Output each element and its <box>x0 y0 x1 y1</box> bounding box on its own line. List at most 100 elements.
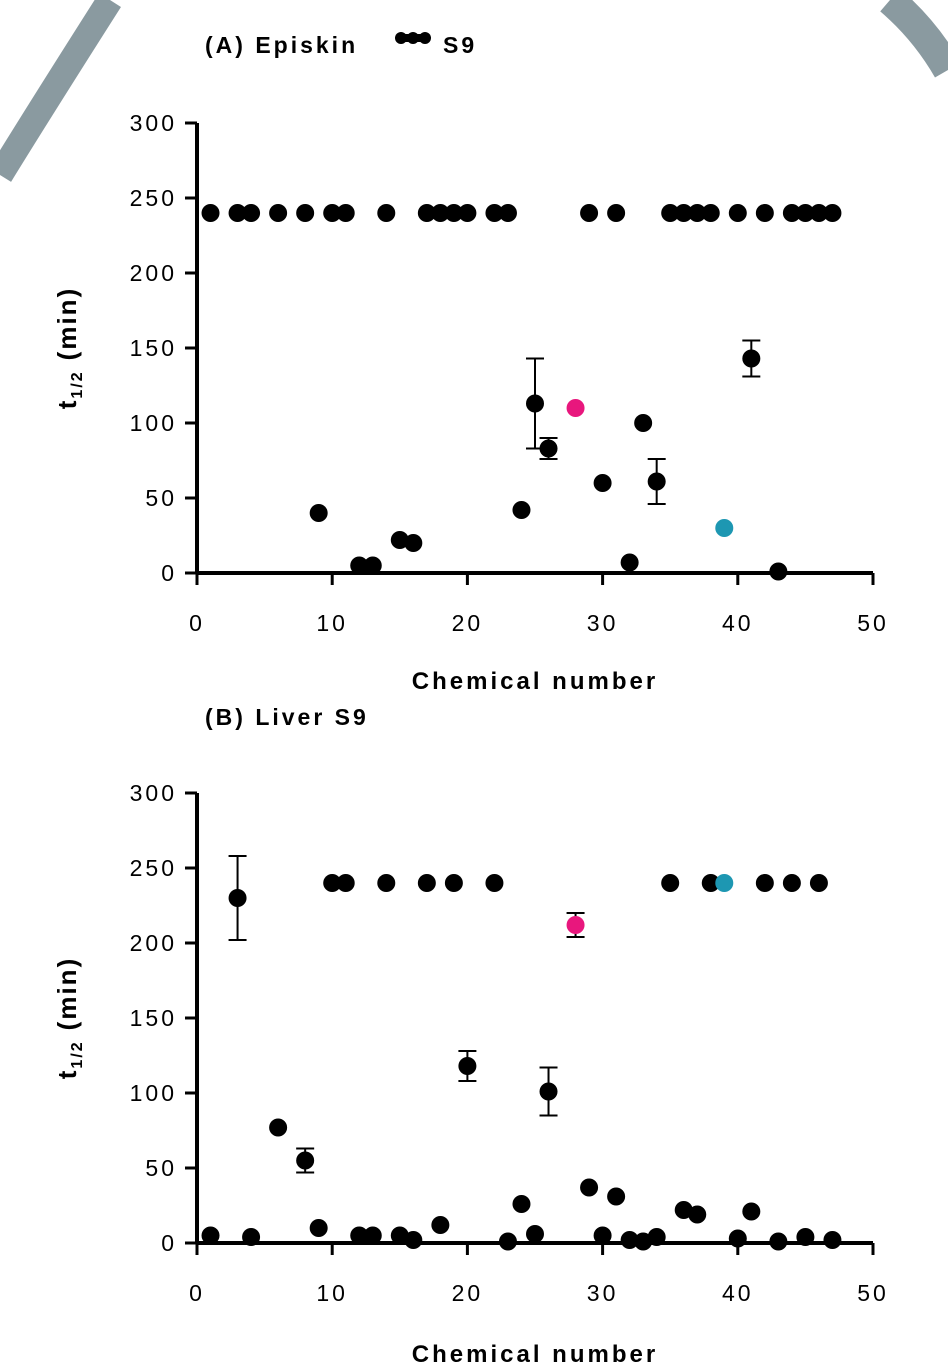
panel-a-data-point <box>296 204 315 222</box>
panel-a-data-point <box>661 204 680 222</box>
panel-a-data-point <box>431 204 450 222</box>
panel-a-data-point <box>809 204 828 222</box>
panel-a-data-point <box>620 553 639 572</box>
panel-b-data-point <box>580 1178 599 1197</box>
panel-b-ytick-label: 100 <box>130 1080 177 1106</box>
panel-a-data-point <box>336 204 355 222</box>
panel-a-data-point <box>782 204 801 222</box>
panel-a-data-point <box>269 204 288 222</box>
panel-a-data-point <box>688 204 707 222</box>
panel-b-xtick-label: 40 <box>722 1280 754 1306</box>
panel-b-data-point <box>431 1216 450 1234</box>
panel-a-data-point <box>580 204 599 222</box>
panel-b-data-point <box>647 1228 666 1246</box>
panel-a-data-point <box>309 504 328 522</box>
panel-b-data-point <box>377 874 396 892</box>
panel-b-data-point <box>458 1057 477 1075</box>
panel-a-data-point <box>350 556 369 575</box>
panel-b-data-point <box>323 874 342 892</box>
panel-a-ylabel: t1/2(min) <box>52 287 86 409</box>
panel-a-data-point <box>485 204 504 222</box>
panel-b-data-point <box>796 1228 815 1246</box>
panel-a-data-point <box>498 204 517 222</box>
panel-b-data-point <box>201 1226 220 1245</box>
panel-b-data-point <box>634 1232 653 1251</box>
panel-b-xtick-label: 20 <box>452 1280 484 1306</box>
panel-a-xtick-label: 50 <box>857 610 889 636</box>
panel-b-data-point <box>809 874 828 892</box>
panel-a-data-point <box>647 472 666 491</box>
panel-a-data-point <box>755 204 774 222</box>
panel-a-data-point <box>228 204 247 222</box>
panel-a-data-point <box>701 204 720 222</box>
panel-b-data-point <box>755 874 774 892</box>
panel-a-ytick-label: 250 <box>130 185 177 211</box>
panel-b-xtick-label: 0 <box>189 1280 205 1306</box>
panel-a-ytick-label: 50 <box>145 485 177 511</box>
panel-a-data-point <box>715 519 734 537</box>
panel-b-data-point <box>715 874 734 892</box>
panel-b-data-point <box>309 1219 328 1237</box>
panel-a-ytick-label: 100 <box>130 410 177 436</box>
panel-b-data-point <box>228 889 247 907</box>
panel-b-data-point <box>593 1226 612 1245</box>
chart-panel-b: (B) Liver S9 0 50 100 150 200 250 300 0 10 20 30 40… <box>52 704 886 1367</box>
panel-a-xtick-label: 30 <box>587 610 619 636</box>
panel-a-data-point <box>390 531 409 549</box>
panel-b-data-point <box>485 874 504 892</box>
panel-b-data-point <box>728 1229 747 1248</box>
panel-a-data-point <box>634 414 653 432</box>
panel-a-xtick-label: 40 <box>722 610 754 636</box>
panel-a-data-point <box>526 394 544 413</box>
decorative-arc-right <box>880 0 948 78</box>
panel-b-plot-area: 0 50 100 150 200 250 300 0 10 20 30 40 50 <box>130 780 886 1306</box>
panel-a-xtick-label: 0 <box>189 610 205 636</box>
panel-a-xlabel: Chemical number <box>412 668 658 695</box>
panel-a-ytick-label: 200 <box>130 260 177 286</box>
panel-a-data-point <box>404 534 423 552</box>
panel-b-ytick-label: 200 <box>130 930 177 956</box>
panel-b-data-point <box>350 1226 369 1245</box>
panel-b-data-point <box>336 874 355 892</box>
panel-b-data-point <box>782 874 801 892</box>
panel-b-data-point <box>242 1228 261 1246</box>
panel-b-ytick-label: 250 <box>130 855 177 881</box>
panel-a-data-point <box>417 204 436 222</box>
panel-b-data-point <box>498 1232 517 1251</box>
panel-a-plot-area: 0 50 100 150 200 250 300 0 10 20 30 40 50 <box>130 110 889 636</box>
panel-a-data-point <box>823 204 842 222</box>
panel-b-data-point <box>701 874 720 892</box>
panel-b-data-point <box>296 1151 315 1170</box>
panel-a-title-suffix: S9 <box>443 32 477 58</box>
panel-a-data-point <box>796 204 815 222</box>
panel-a-data-point <box>728 204 747 222</box>
panel-a-data-point <box>242 204 261 222</box>
panel-a-ytick-label: 150 <box>130 335 177 361</box>
panel-b-data-point <box>688 1205 707 1224</box>
panel-a-data-point <box>444 204 463 222</box>
panel-b-data-point <box>674 1201 693 1219</box>
panel-b-ytick-label: 50 <box>145 1155 177 1181</box>
panel-a-ytick-label: 300 <box>130 110 177 136</box>
panel-b-xlabel: Chemical number <box>412 1341 658 1367</box>
panel-b-data-point <box>404 1231 423 1249</box>
panel-b-ytick-label: 0 <box>161 1230 177 1256</box>
panel-b-data-point <box>566 916 585 934</box>
chart-panel-a: (A) Episkin S9 0 50 100 150 200 250 300 0 10 20 30… <box>52 32 889 695</box>
panel-a-data-point <box>512 501 531 519</box>
panel-b-data-point <box>526 1225 544 1243</box>
panel-a-data-point <box>458 204 477 222</box>
panel-b-data-point <box>823 1231 842 1249</box>
panel-b-data-point <box>607 1187 626 1206</box>
panel-b-data-point <box>390 1226 409 1245</box>
panel-a-ytick-label: 0 <box>161 560 177 586</box>
panel-b-data-point <box>769 1232 788 1251</box>
panel-b-data-point <box>444 874 463 892</box>
panel-a-data-point <box>593 474 612 492</box>
panel-b-xtick-label: 30 <box>587 1280 619 1306</box>
panel-b-ytick-label: 300 <box>130 780 177 806</box>
panel-b-data-point <box>512 1195 531 1213</box>
panel-a-data-point <box>607 204 626 222</box>
panel-b-data-point <box>363 1226 382 1245</box>
